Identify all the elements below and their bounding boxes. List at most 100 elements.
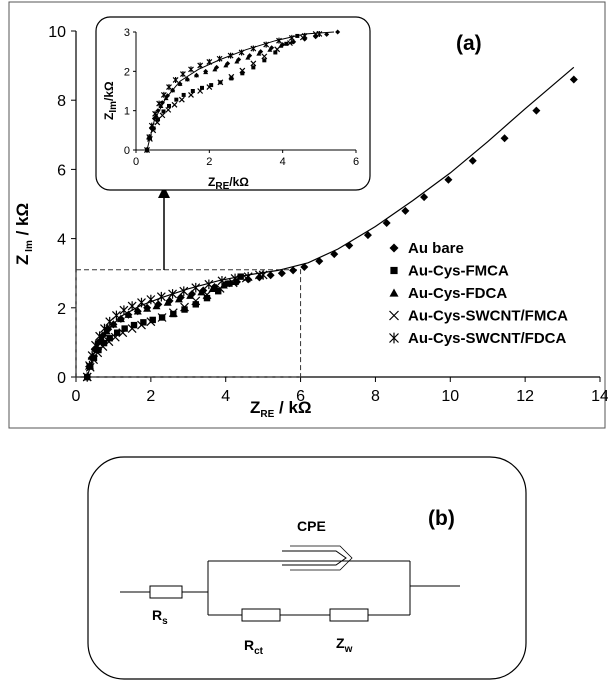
main-point-diamond: [382, 219, 391, 228]
main-point-diamond: [300, 262, 309, 271]
inset-point-asterisk: [160, 91, 167, 98]
main-point-square: [140, 319, 147, 326]
inset-point-triangle: [177, 81, 183, 86]
resistor-rs: [149, 585, 183, 599]
main-y-tick-label: 4: [57, 232, 66, 249]
inset-point-triangle: [203, 69, 209, 75]
rs-label: Rs: [152, 607, 168, 627]
inset-point-x: [239, 67, 246, 74]
main-point-triangle: [152, 302, 161, 310]
panel-b-label: (b): [428, 507, 455, 530]
panel-b-frame: [87, 456, 527, 680]
main-point-x: [118, 328, 128, 338]
main-point-x: [127, 324, 137, 333]
inset-ticks: 0 2 4 6 0 1 2 3: [124, 27, 359, 168]
main-y-label: Z Im / kΩ: [13, 203, 35, 265]
inset-point-x: [206, 84, 213, 90]
main-point-triangle: [197, 288, 206, 296]
inset-point-x: [171, 101, 178, 108]
main-point-triangle: [163, 298, 172, 306]
inset-point-triangle: [212, 66, 218, 72]
main-data-marks: [82, 75, 578, 382]
inset-point-square: [273, 50, 278, 55]
main-point-asterisk: [91, 340, 100, 350]
main-point-diamond: [363, 231, 372, 240]
resistor-rct: [241, 608, 281, 622]
inset-point-square: [240, 71, 245, 76]
main-point-x: [110, 332, 120, 342]
main-fit-line: [86, 66, 575, 378]
main-point-triangle: [143, 304, 152, 312]
inset-y-label: ZIm/kΩ: [102, 81, 119, 120]
main-point-square: [100, 339, 108, 347]
inset-point-asterisk: [316, 30, 323, 37]
legend-label: Au-Cys-SWCNT/FMCA: [408, 308, 568, 325]
inset-point-x: [228, 73, 235, 80]
inset-point-x: [154, 119, 161, 126]
main-point-x: [202, 290, 212, 300]
inset-point-x: [250, 60, 257, 67]
main-point-x: [157, 313, 167, 322]
inset-point-square: [284, 41, 289, 46]
panel-a-frame: [8, 1, 606, 429]
main-point-diamond: [289, 266, 298, 275]
cpe-label: CPE: [297, 518, 326, 534]
main-point-asterisk: [204, 279, 214, 290]
main-point-triangle: [133, 307, 142, 315]
warburg-zw: [329, 608, 369, 622]
panel-a-label: (a): [456, 32, 482, 55]
legend: Au bare Au-Cys-FMCA Au-Cys-FDCA Au-Cys-SWCN…: [389, 240, 568, 347]
rct-label: Rct: [244, 637, 264, 657]
main-x-tick-label: 12: [516, 388, 534, 405]
legend-label: Au-Cys-FDCA: [408, 285, 507, 302]
main-point-diamond: [532, 106, 541, 115]
legend-label: Au-Cys-SWCNT/FDCA: [408, 330, 566, 347]
inset-point-square: [174, 97, 179, 102]
main-point-x: [137, 320, 146, 330]
inset-point-asterisk: [197, 62, 204, 69]
inset-point-triangle: [223, 62, 229, 68]
legend-label: Au-Cys-FMCA: [408, 263, 509, 280]
main-point-triangle: [124, 310, 133, 318]
main-y-tick-label: 8: [57, 93, 66, 110]
inset-x-tick-label: 6: [353, 156, 359, 168]
inset-point-square: [200, 85, 204, 90]
main-point-diamond: [420, 193, 429, 202]
inset-point-square: [190, 89, 195, 93]
main-point-asterisk: [217, 276, 227, 286]
main-point-diamond: [255, 273, 264, 282]
inset-point-triangle: [234, 59, 240, 64]
inset-fit-line: [146, 31, 335, 151]
inset-y-tick-label: 3: [124, 27, 130, 39]
legend-marker-triangle: [389, 288, 399, 297]
inset-point-asterisk: [188, 66, 194, 73]
main-point-asterisk: [230, 273, 240, 284]
inset-x-tick-label: 0: [133, 156, 139, 168]
inset-point-x: [274, 46, 281, 53]
inset-point-x: [165, 106, 172, 113]
main-point-square: [113, 329, 121, 336]
main-point-diamond: [444, 175, 453, 184]
main-point-diamond: [468, 156, 477, 165]
main-point-square: [95, 346, 102, 354]
main-x-tick-label: 8: [371, 388, 380, 405]
main-y-tick-label: 10: [48, 24, 66, 41]
main-y-tick-label: 6: [57, 162, 66, 179]
inset-y-tick-label: 2: [124, 66, 130, 78]
main-point-x: [191, 296, 201, 306]
inset-point-asterisk: [180, 71, 186, 78]
main-point-asterisk: [191, 282, 201, 293]
main-point-square: [226, 280, 233, 287]
main-point-x: [215, 283, 225, 293]
main-point-square: [121, 325, 128, 332]
main-point-asterisk: [156, 291, 166, 302]
inset-point-triangle: [245, 55, 251, 60]
inset-point-x: [188, 92, 194, 98]
main-point-x: [180, 302, 189, 312]
main-point-square: [192, 301, 199, 308]
main-point-square: [106, 335, 113, 342]
inset-y-tick-label: 1: [124, 106, 130, 118]
inset-point-square: [156, 117, 160, 122]
inset-point-x: [261, 53, 268, 60]
